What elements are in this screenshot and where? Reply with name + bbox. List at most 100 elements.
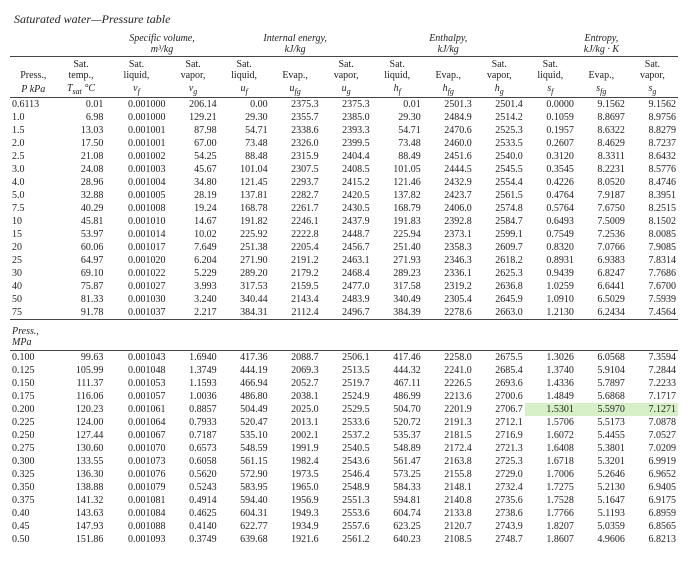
sym-ug: ug <box>321 82 372 98</box>
table-cell: 120.23 <box>57 403 106 416</box>
table-cell: 29.30 <box>372 111 423 124</box>
table-cell: 2700.6 <box>474 390 525 403</box>
table-cell: 28.19 <box>168 189 219 202</box>
table-cell: 520.47 <box>219 416 270 429</box>
table-cell: 2246.1 <box>270 215 321 228</box>
table-cell: 7.2536 <box>576 228 627 241</box>
table-cell: 0.5620 <box>168 468 219 481</box>
table-cell: 8.9756 <box>627 111 678 124</box>
sym-hg: hg <box>474 82 525 98</box>
table-row: 0.375141.320.0010810.4914594.401956.9255… <box>10 494 678 507</box>
table-cell: 2278.6 <box>423 306 474 320</box>
table-cell: 7.9187 <box>576 189 627 202</box>
table-row: 0.40143.630.0010840.4625604.311949.32553… <box>10 507 678 520</box>
table-cell: 2721.3 <box>474 442 525 455</box>
sym-vg: vg <box>168 82 219 98</box>
table-cell: 7.0527 <box>627 429 678 442</box>
table-row: 3069.100.0010225.229289.202179.22468.428… <box>10 267 678 280</box>
table-cell: 594.40 <box>219 494 270 507</box>
table-cell: 594.81 <box>372 494 423 507</box>
table-cell: 8.0520 <box>576 176 627 189</box>
table-cell: 225.94 <box>372 228 423 241</box>
table-cell: 5.4455 <box>576 429 627 442</box>
table-cell: 0.001084 <box>105 507 167 520</box>
table-cell: 0.275 <box>10 442 57 455</box>
table-cell: 2.5 <box>10 150 57 163</box>
table-cell: 417.46 <box>372 351 423 364</box>
table-cell: 53.97 <box>57 228 106 241</box>
group-energy: Internal energy, kJ/kg <box>219 29 372 57</box>
table-cell: 14.67 <box>168 215 219 228</box>
table-cell: 206.14 <box>168 98 219 112</box>
table-cell: 289.23 <box>372 267 423 280</box>
table-cell: 289.20 <box>219 267 270 280</box>
table-cell: 0.001014 <box>105 228 167 241</box>
table-cell: 5.1193 <box>576 507 627 520</box>
table-row: 4075.870.0010273.993317.532159.52477.031… <box>10 280 678 293</box>
table-cell: 2574.8 <box>474 202 525 215</box>
table-cell: 2645.9 <box>474 293 525 306</box>
table-cell: 7.4564 <box>627 306 678 320</box>
table-cell: 2557.6 <box>321 520 372 533</box>
table-cell: 340.49 <box>372 293 423 306</box>
table-cell: 0.375 <box>10 494 57 507</box>
table-cell: 1973.5 <box>270 468 321 481</box>
table-cell: 639.68 <box>219 533 270 546</box>
table-title: Saturated water—Pressure table <box>14 12 678 27</box>
table-cell: 548.59 <box>219 442 270 455</box>
table-cell: 2506.1 <box>321 351 372 364</box>
table-cell: 17.50 <box>57 137 106 150</box>
table-cell: 0.9439 <box>525 267 576 280</box>
table-cell: 8.6432 <box>627 150 678 163</box>
table-cell: 1.5 <box>10 124 57 137</box>
table-cell: 54.71 <box>219 124 270 137</box>
table-cell: 317.53 <box>219 280 270 293</box>
table-cell: 2618.2 <box>474 254 525 267</box>
table-cell: 2.217 <box>168 306 219 320</box>
table-cell: 2525.3 <box>474 124 525 137</box>
table-cell: 2226.5 <box>423 377 474 390</box>
table-cell: 4.9606 <box>576 533 627 546</box>
table-cell: 2437.9 <box>321 215 372 228</box>
table-cell: 548.89 <box>372 442 423 455</box>
table-cell: 0.1957 <box>525 124 576 137</box>
table-body-mpa: 0.10099.630.0010431.6940417.362088.72506… <box>10 351 678 546</box>
table-cell: 8.3951 <box>627 189 678 202</box>
sep-line1: Press., <box>12 326 39 337</box>
table-cell: 2392.8 <box>423 215 474 228</box>
table-cell: 1.0036 <box>168 390 219 403</box>
table-cell: 2545.5 <box>474 163 525 176</box>
table-cell: 1.4849 <box>525 390 576 403</box>
table-cell: 6.9405 <box>627 481 678 494</box>
table-cell: 60.06 <box>57 241 106 254</box>
table-cell: 271.90 <box>219 254 270 267</box>
table-cell: 2625.3 <box>474 267 525 280</box>
table-cell: 88.49 <box>372 150 423 163</box>
table-cell: 7.1717 <box>627 390 678 403</box>
table-cell: 0.325 <box>10 468 57 481</box>
table-cell: 2584.7 <box>474 215 525 228</box>
table-cell: 1982.4 <box>270 455 321 468</box>
table-cell: 0.001079 <box>105 481 167 494</box>
table-cell: 2191.3 <box>423 416 474 429</box>
table-cell: 5.229 <box>168 267 219 280</box>
table-cell: 91.78 <box>57 306 106 320</box>
table-cell: 2551.3 <box>321 494 372 507</box>
col-hfg: Evap., <box>423 57 474 83</box>
table-cell: 2533.5 <box>474 137 525 150</box>
table-cell: 6.9919 <box>627 455 678 468</box>
table-cell: 15 <box>10 228 57 241</box>
table-cell: 640.23 <box>372 533 423 546</box>
table-cell: 2319.2 <box>423 280 474 293</box>
sym-hf: hf <box>372 82 423 98</box>
table-cell: 7.3594 <box>627 351 678 364</box>
table-cell: 29.30 <box>219 111 270 124</box>
table-cell: 45.81 <box>57 215 106 228</box>
table-cell: 2725.3 <box>474 455 525 468</box>
table-row: 1553.970.00101410.02225.922222.82448.722… <box>10 228 678 241</box>
table-cell: 124.00 <box>57 416 106 429</box>
table-cell: 1991.9 <box>270 442 321 455</box>
table-cell: 5.0 <box>10 189 57 202</box>
table-cell: 2261.7 <box>270 202 321 215</box>
table-cell: 64.97 <box>57 254 106 267</box>
